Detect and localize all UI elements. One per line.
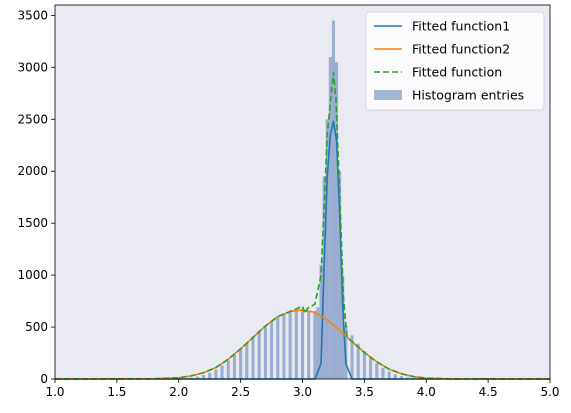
histogram-bar	[393, 374, 397, 379]
histogram-bar	[251, 336, 255, 379]
y-tick-label: 1500	[17, 216, 48, 230]
y-tick-label: 2500	[17, 112, 48, 126]
histogram-bar	[369, 357, 373, 379]
x-tick-label: 4.5	[479, 385, 498, 399]
legend-label: Fitted function2	[412, 42, 510, 57]
y-tick-label: 3000	[17, 60, 48, 74]
histogram-bar	[208, 372, 212, 379]
histogram-bar	[220, 365, 224, 379]
histogram-bar	[201, 375, 206, 379]
histogram-bar	[381, 367, 385, 379]
x-tick-label: 4.0	[417, 385, 436, 399]
histogram-bar	[350, 335, 354, 379]
histogram-bar	[257, 330, 261, 379]
histogram-bar	[263, 325, 267, 379]
legend-label: Fitted function1	[412, 19, 510, 34]
histogram-bar	[294, 310, 298, 379]
histogram-bar	[356, 343, 360, 379]
x-tick-label: 1.0	[45, 385, 64, 399]
histogram-bar	[316, 307, 320, 379]
histogram-bar	[406, 377, 410, 379]
legend-swatch	[374, 90, 402, 100]
legend-label: Histogram entries	[412, 88, 524, 103]
histogram-bar	[245, 342, 249, 379]
histogram-bar	[270, 320, 274, 379]
series-line-3	[54, 71, 551, 380]
histogram-bar	[328, 56, 332, 379]
histogram-bar	[226, 360, 230, 379]
x-tick-label: 3.5	[355, 385, 374, 399]
histogram-bar	[338, 171, 342, 379]
y-tick-label: 2000	[17, 164, 48, 178]
legend-label: Fitted function	[412, 65, 502, 80]
histogram-bar	[375, 363, 379, 379]
histogram-bar	[276, 316, 280, 379]
histogram-bar	[334, 62, 339, 379]
histogram-bar	[331, 20, 335, 380]
histogram-bar	[325, 119, 329, 379]
histogram-bar	[307, 310, 311, 379]
x-tick-label: 1.5	[107, 385, 126, 399]
histogram-bar	[282, 313, 286, 379]
histogram-bar	[399, 376, 404, 379]
x-tick-label: 5.0	[540, 385, 559, 399]
histogram-bar	[239, 348, 243, 379]
histogram-bar	[214, 369, 218, 379]
y-tick-label: 3500	[17, 8, 48, 22]
y-tick-label: 500	[25, 320, 48, 334]
y-tick-label: 0	[40, 372, 48, 386]
histogram-bar	[319, 264, 323, 379]
histogram-bar	[341, 275, 345, 379]
x-tick-label: 3.0	[293, 385, 312, 399]
y-tick-label: 1000	[17, 268, 48, 282]
x-tick-label: 2.5	[231, 385, 250, 399]
legend-box	[365, 11, 545, 111]
x-axis: 1.0 1.5 2.0 2.5 3.0 3.5 4.0 4.5 5.0	[45, 379, 560, 399]
histogram-bar	[232, 354, 236, 379]
fitted-lines	[54, 71, 551, 380]
x-tick-label: 2.0	[169, 385, 188, 399]
legend: Fitted function1 Fitted function2 Fitted f…	[365, 11, 545, 111]
series-line-1	[55, 120, 550, 380]
y-axis: 0 500 1000 1500 2000 2500 3000 3500	[17, 8, 55, 386]
histogram-bar	[195, 376, 199, 379]
histogram-bar	[288, 311, 292, 379]
histogram-bar	[300, 309, 305, 379]
histogram-bar	[387, 371, 391, 379]
histogram-bar	[313, 310, 317, 379]
histogram-bar	[362, 350, 366, 379]
